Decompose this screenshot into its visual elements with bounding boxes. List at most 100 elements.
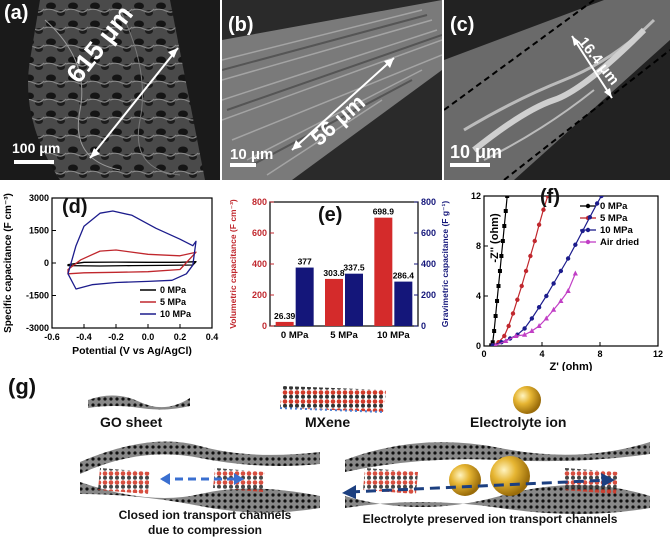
cv-legend-label: 10 MPa — [160, 309, 192, 319]
bar-ylabel-right: Gravimetric capacitance (F g⁻¹) — [440, 201, 450, 328]
bar-data-label: 377 — [298, 257, 312, 267]
bar-data-label: 337.5 — [343, 263, 365, 273]
preserved-channel-diagram — [342, 442, 650, 514]
scale-bar-label-c: 10 μm — [450, 142, 503, 162]
eis-ylabel: -Z'' (ohm) — [489, 213, 501, 263]
bar-ytick-label-right: 800 — [421, 197, 436, 207]
bar-category-label: 0 MPa — [281, 330, 309, 341]
eis-point — [492, 329, 497, 333]
electrolyte-ion-2 — [490, 456, 530, 496]
scale-bar-label-b: 10 μm — [230, 146, 274, 163]
bar-ytick-label-right: 400 — [421, 259, 436, 269]
cv-xlabel: Potential (V vs Ag/AgCl) — [72, 345, 192, 357]
bar-ytick-label-right: 0 — [421, 321, 426, 331]
eis-xtick-label: 12 — [653, 349, 663, 359]
eis-point — [536, 323, 542, 328]
panel-label-f: (f) — [540, 186, 560, 208]
chart-d-cv: -0.6 -0.4 -0.2 0.0 0.2 0.4 3000 1500 0 -1500 -3000… — [3, 193, 219, 357]
sem-panel-a: (a) 615 μm 100 μm — [0, 0, 220, 180]
cv-ytick-label: 3000 — [29, 193, 49, 203]
eis-point — [529, 328, 535, 333]
sem-panel-c: (c) 16.4 μm 10 μm — [444, 0, 670, 180]
cv-ylabel: Specific capacitance (F cm⁻³) — [3, 193, 14, 333]
eis-xlabel: Z' (ohm) — [550, 361, 593, 371]
cv-ytick-label: -1500 — [26, 291, 49, 301]
cv-xtick-label: -0.4 — [76, 332, 92, 342]
eis-point — [503, 209, 508, 213]
electrolyte-ion-1 — [449, 464, 481, 496]
eis-plot-frame — [483, 195, 659, 347]
bar-1-1 — [345, 273, 363, 326]
eis-point — [490, 340, 495, 345]
eis-ytick-label: 4 — [476, 291, 481, 301]
eis-ytick-label: 0 — [476, 341, 481, 351]
cv-ytick-label: 0 — [44, 258, 49, 268]
eis-line-3 — [495, 273, 576, 346]
eis-legend-label: 0 MPa — [600, 201, 628, 212]
bar-data-label: 303.8 — [323, 268, 345, 278]
eis-point — [499, 254, 504, 258]
eis-legend-label: 5 MPa — [600, 213, 628, 224]
eis-point — [529, 316, 535, 321]
bar-category-label: 5 MPa — [330, 330, 358, 341]
bar-ytick-label-left: 0 — [262, 321, 267, 331]
eis-point — [496, 284, 501, 288]
eis-point — [503, 338, 509, 343]
panel-label-c: (c) — [450, 14, 475, 36]
eis-point — [528, 253, 533, 259]
eis-point — [544, 293, 549, 299]
eis-point — [493, 342, 498, 346]
sem-image-a — [0, 0, 220, 180]
cv-xtick-label: 0.4 — [206, 332, 219, 342]
eis-ytick-label: 12 — [471, 191, 481, 201]
bar-data-label: 26.39 — [274, 311, 296, 321]
eis-point — [573, 242, 578, 247]
panel-label-d: (d) — [62, 196, 88, 218]
panel-label-e: (e) — [318, 204, 343, 226]
eis-legend-marker — [585, 239, 591, 245]
bar-1-2 — [394, 281, 413, 326]
cv-legend-label: 5 MPa — [160, 297, 187, 307]
closed-channel-caption: Closed ion transport channels due to com… — [118, 508, 292, 537]
eis-point — [522, 326, 527, 331]
bar-0-2 — [374, 217, 393, 326]
bar-data-label: 286.4 — [393, 271, 415, 281]
eis-point — [522, 331, 528, 337]
eis-point — [497, 269, 502, 273]
eis-xtick-label: 0 — [481, 349, 486, 359]
eis-point — [490, 343, 495, 346]
eis-point — [506, 323, 511, 329]
bar-0-0 — [275, 321, 294, 326]
bar-ytick-label-right: 200 — [421, 290, 436, 300]
eis-legend-label: 10 MPa — [600, 225, 633, 236]
eis-point — [558, 298, 564, 303]
eis-point — [543, 315, 549, 321]
cv-xtick-label: -0.2 — [108, 332, 124, 342]
eis-xtick-label: 8 — [597, 349, 602, 359]
chart-e-bars: 0 0 200 200 400 400 600 600 800 800 0 MPa 26.39 377 5… — [228, 197, 450, 341]
cv-series-0 — [67, 261, 197, 267]
eis-point — [502, 224, 507, 228]
cv-series-2 — [67, 210, 197, 290]
bar-ytick-label-left: 600 — [252, 228, 267, 238]
eis-point — [599, 196, 604, 199]
eis-point — [594, 201, 600, 206]
sem-image-b — [222, 0, 442, 180]
eis-point — [551, 306, 557, 312]
eis-series-3 — [493, 270, 578, 346]
eis-point — [532, 238, 537, 244]
cv-legend-label: 0 MPa — [160, 285, 187, 295]
panel-label-g: (g) — [8, 374, 37, 399]
panel-label-a: (a) — [4, 2, 29, 24]
bar-1-0 — [295, 267, 314, 326]
preserved-channel-caption: Electrolyte preserved ion transport chan… — [362, 512, 618, 526]
eis-legend-marker — [585, 203, 591, 209]
eis-point — [536, 222, 542, 227]
bar-0-1 — [325, 278, 343, 326]
eis-point — [515, 297, 520, 302]
eis-legend-label: Air dried — [600, 237, 639, 248]
mxene-label: MXene — [305, 414, 351, 430]
eis-point — [493, 314, 498, 318]
closed-channel-diagram — [80, 441, 320, 513]
mxene-icon — [279, 386, 386, 413]
